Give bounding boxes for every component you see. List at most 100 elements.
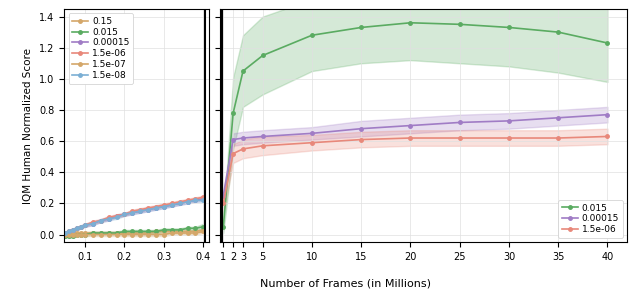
0.15	[160, 230, 168, 233]
Legend: 0.15, 0.015, 0.00015, 1.5e-06, 1.5e-07, 1.5e-08: 0.15, 0.015, 0.00015, 1.5e-06, 1.5e-07, …	[68, 13, 133, 84]
0.00015	[69, 228, 77, 232]
1.5e-06	[456, 136, 463, 140]
0.00015	[120, 213, 128, 216]
Line: 1.5e-07: 1.5e-07	[63, 230, 205, 236]
0.15	[176, 230, 184, 233]
0.00015	[229, 138, 237, 141]
0.00015	[136, 209, 144, 213]
0.00015	[160, 205, 168, 208]
1.5e-06	[176, 200, 184, 204]
1.5e-06	[308, 141, 316, 145]
0.15	[65, 233, 73, 236]
0.15	[97, 231, 104, 235]
1.5e-06	[200, 195, 207, 199]
1.5e-08	[73, 227, 81, 230]
1.5e-07	[113, 233, 120, 236]
1.5e-08	[160, 205, 168, 208]
0.00015	[77, 225, 85, 229]
0.00015	[144, 208, 152, 211]
1.5e-08	[136, 209, 144, 213]
0.015	[239, 69, 247, 73]
1.5e-07	[184, 231, 191, 235]
0.00015	[129, 211, 136, 215]
0.00015	[97, 219, 104, 222]
1.5e-06	[61, 231, 69, 235]
1.5e-08	[144, 208, 152, 211]
1.5e-07	[129, 233, 136, 236]
1.5e-08	[77, 225, 85, 229]
0.15	[200, 228, 207, 232]
1.5e-06	[69, 228, 77, 232]
0.015	[220, 225, 227, 229]
1.5e-06	[505, 136, 513, 140]
1.5e-06	[113, 214, 120, 218]
1.5e-06	[97, 219, 104, 222]
1.5e-06	[144, 206, 152, 210]
0.15	[69, 231, 77, 235]
0.015	[81, 233, 89, 236]
0.015	[259, 54, 266, 57]
0.015	[184, 227, 191, 230]
1.5e-08	[61, 231, 69, 235]
1.5e-08	[81, 223, 89, 227]
0.015	[160, 228, 168, 232]
1.5e-06	[220, 202, 227, 205]
1.5e-06	[554, 136, 562, 140]
1.5e-08	[69, 228, 77, 232]
1.5e-06	[129, 209, 136, 213]
1.5e-06	[77, 225, 85, 229]
1.5e-06	[191, 197, 199, 201]
0.00015	[191, 199, 199, 202]
1.5e-08	[200, 199, 207, 202]
1.5e-06	[89, 220, 97, 224]
1.5e-07	[61, 233, 69, 236]
1.5e-07	[144, 233, 152, 236]
1.5e-06	[604, 135, 611, 138]
1.5e-06	[239, 147, 247, 151]
1.5e-07	[200, 230, 207, 233]
0.015	[152, 230, 160, 233]
1.5e-07	[136, 233, 144, 236]
Line: 0.015: 0.015	[63, 225, 205, 238]
0.015	[129, 230, 136, 233]
0.00015	[220, 194, 227, 197]
0.015	[229, 111, 237, 115]
0.015	[136, 230, 144, 233]
0.015	[144, 230, 152, 233]
0.00015	[554, 116, 562, 119]
1.5e-06	[73, 227, 81, 230]
0.015	[69, 234, 77, 238]
1.5e-06	[259, 144, 266, 147]
0.00015	[152, 206, 160, 210]
0.15	[144, 231, 152, 235]
1.5e-08	[97, 219, 104, 222]
0.015	[176, 228, 184, 232]
0.015	[357, 26, 365, 29]
0.00015	[456, 121, 463, 124]
0.015	[120, 230, 128, 233]
1.5e-06	[65, 230, 73, 233]
0.00015	[604, 113, 611, 117]
1.5e-08	[129, 211, 136, 215]
1.5e-08	[176, 202, 184, 205]
0.15	[77, 231, 85, 235]
0.015	[604, 41, 611, 45]
0.15	[73, 231, 81, 235]
1.5e-06	[184, 199, 191, 202]
1.5e-08	[191, 199, 199, 202]
Y-axis label: IQM Human Normalized Score: IQM Human Normalized Score	[23, 48, 33, 204]
0.15	[191, 230, 199, 233]
Line: 1.5e-08: 1.5e-08	[63, 199, 205, 235]
0.00015	[308, 132, 316, 135]
1.5e-07	[77, 233, 85, 236]
0.015	[65, 234, 73, 238]
0.015	[77, 233, 85, 236]
0.00015	[168, 203, 175, 207]
0.015	[61, 234, 69, 238]
1.5e-07	[81, 233, 89, 236]
1.5e-06	[81, 223, 89, 227]
0.15	[61, 233, 69, 236]
1.5e-07	[89, 233, 97, 236]
0.015	[113, 231, 120, 235]
0.00015	[65, 230, 73, 233]
